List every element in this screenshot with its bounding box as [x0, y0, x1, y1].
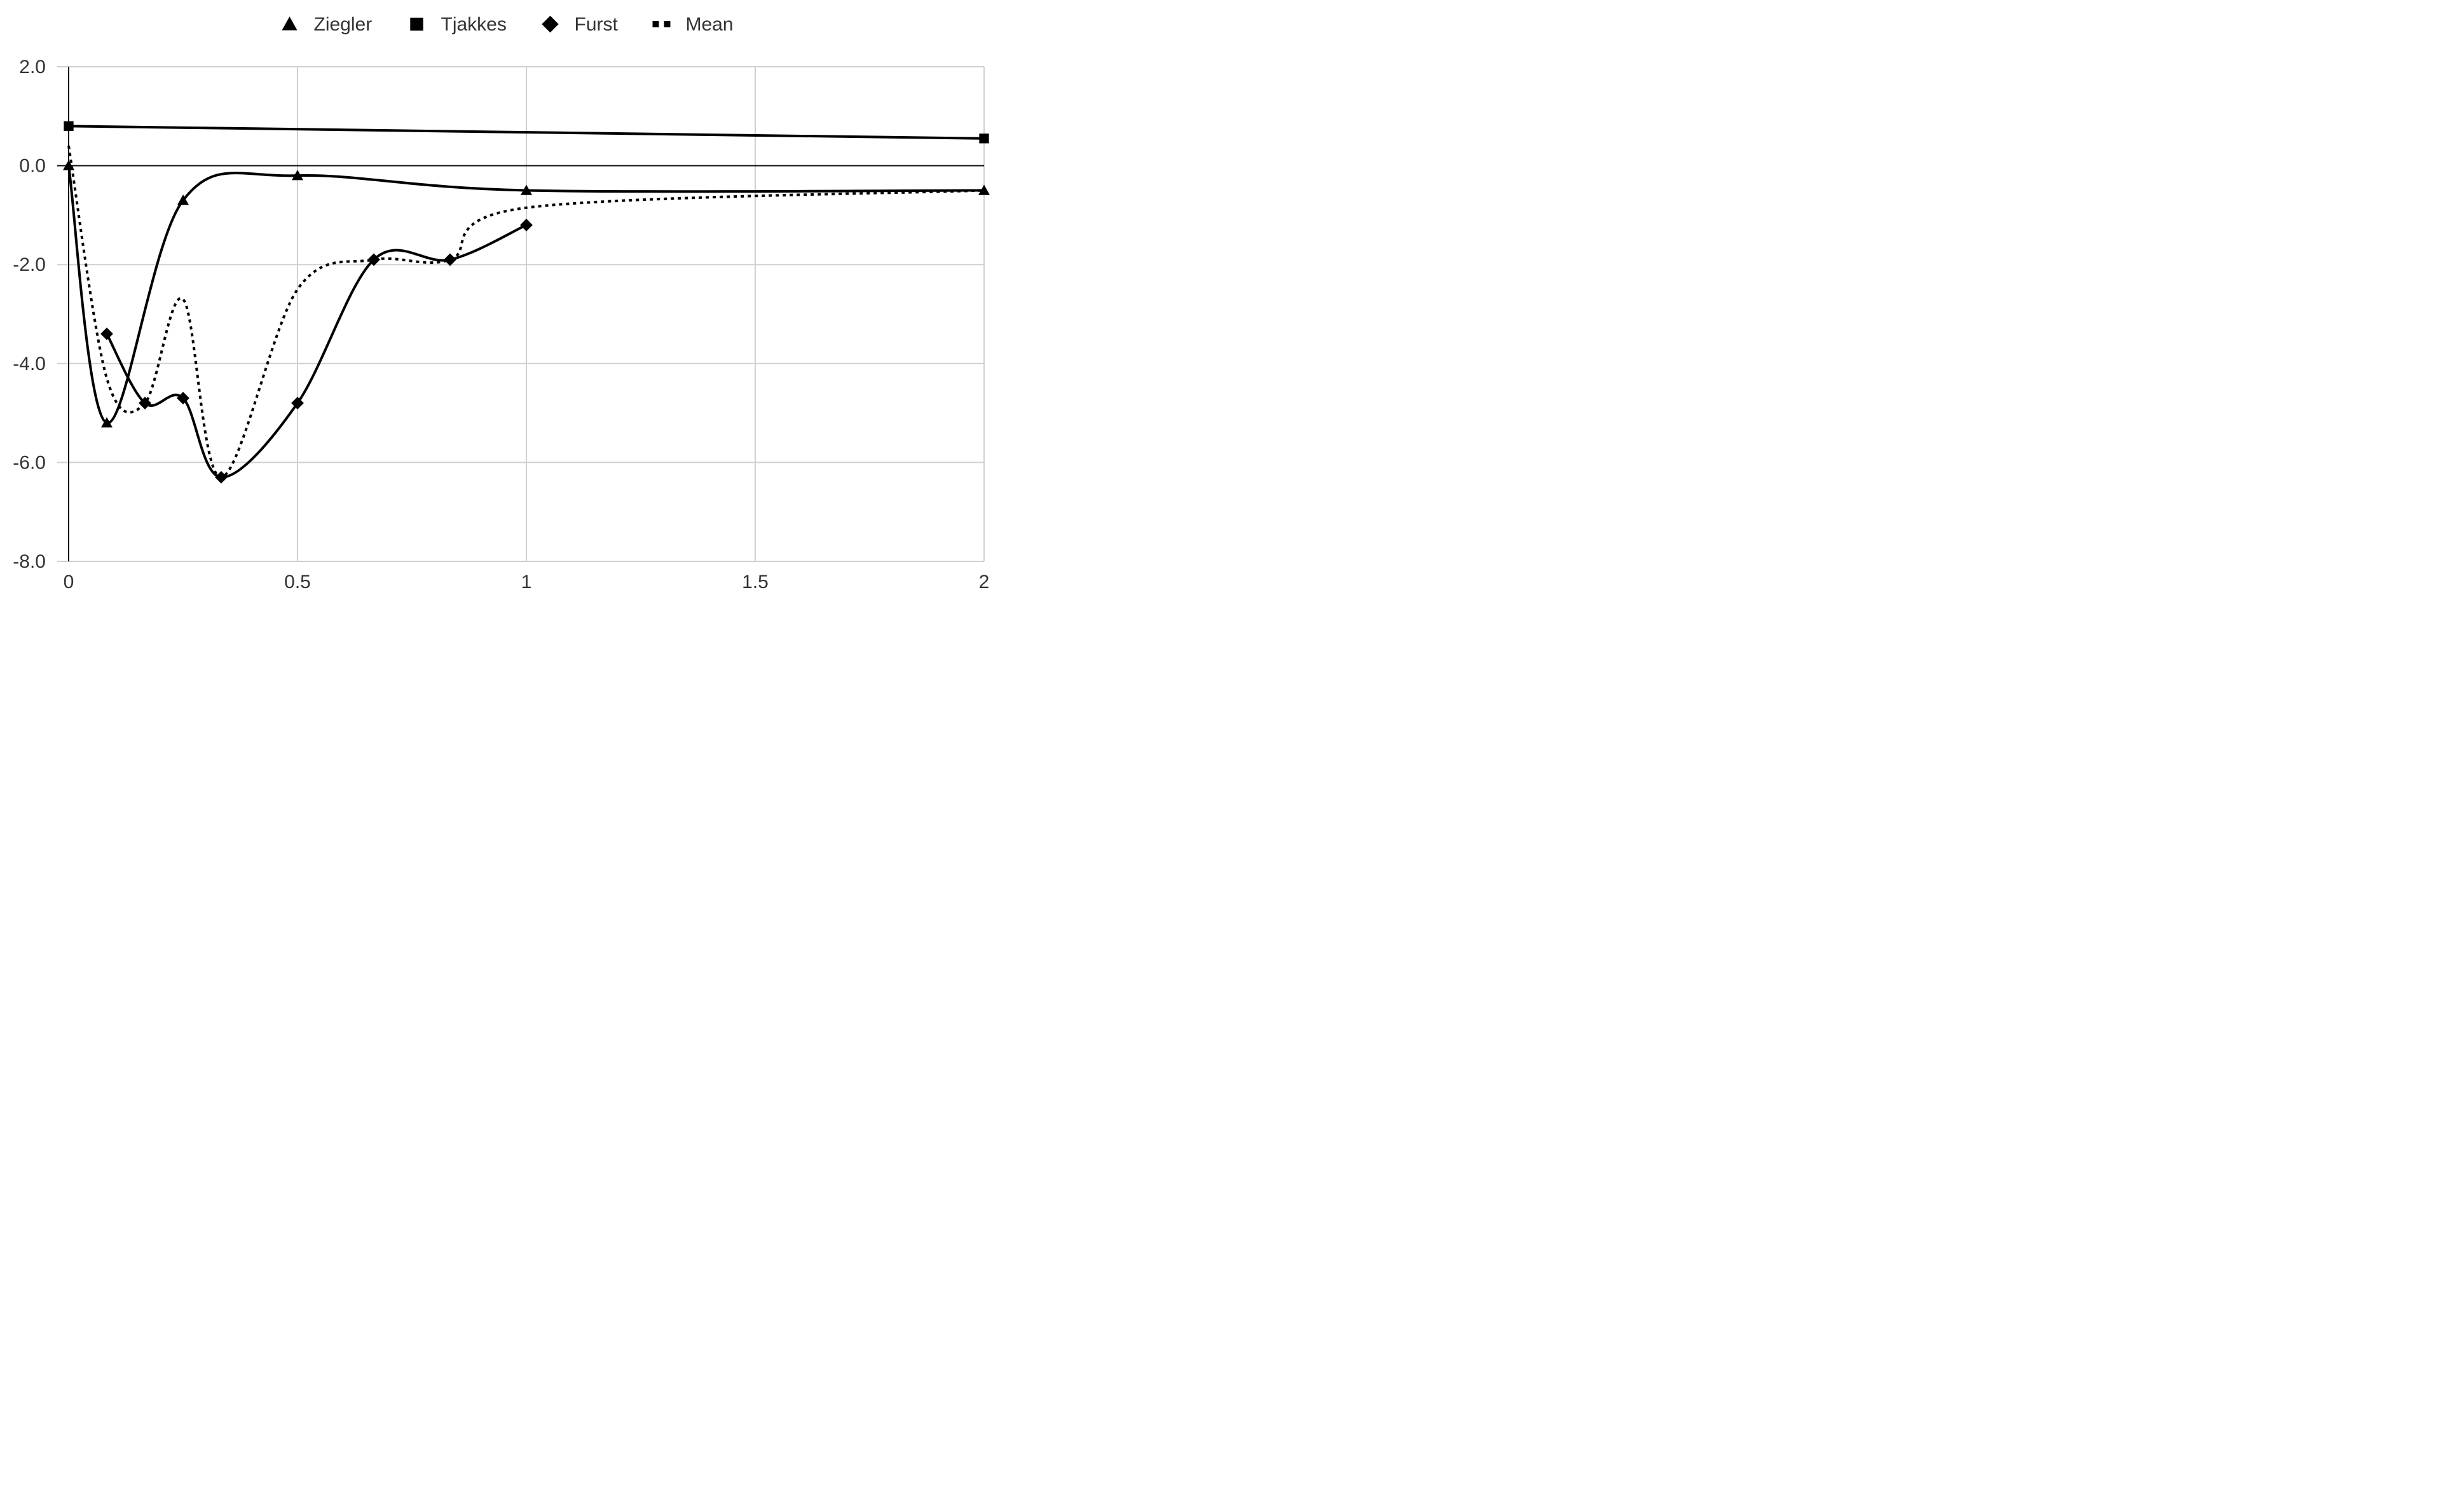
- legend-ziegler-marker-icon: [282, 17, 298, 31]
- legend-tjakkes-label: Tjakkes: [441, 14, 507, 35]
- y-tick-label: -6.0: [13, 452, 46, 473]
- legend-ziegler-label: Ziegler: [314, 14, 373, 35]
- x-tick-label: 0.5: [284, 572, 311, 593]
- ziegler-point: [100, 417, 113, 428]
- series-lines: [67, 125, 985, 479]
- series-markers: [63, 121, 990, 484]
- legend-tjakkes-marker-icon: [410, 17, 423, 31]
- x-tick-label: 1.5: [742, 572, 769, 593]
- y-tick-label: 2.0: [19, 57, 46, 78]
- furst-point: [520, 219, 533, 231]
- y-tick-label: -2.0: [13, 254, 46, 275]
- x-tick-label: 1: [521, 572, 532, 593]
- tjakkes-point: [979, 134, 989, 144]
- furst-series-line: [106, 224, 527, 479]
- legend-item-ziegler: Ziegler: [282, 14, 373, 35]
- legend-mean-dot-icon: [664, 21, 671, 27]
- legend-furst-marker-icon: [542, 15, 559, 33]
- furst-point: [215, 470, 228, 484]
- ziegler-point: [177, 195, 189, 205]
- legend-furst-label: Furst: [575, 14, 619, 35]
- mean-series-line: [67, 146, 985, 479]
- x-tick-label: 0: [64, 572, 74, 593]
- chart: 2.0 0.0 -2.0 -4.0 -6.0 -8.0 0 0.5 1 1.5 2 Ziegler T…: [0, 0, 997, 599]
- furst-point: [177, 392, 189, 405]
- tick-labels: 2.0 0.0 -2.0 -4.0 -6.0 -8.0 0 0.5 1 1.5 2: [13, 57, 989, 593]
- tjakkes-point: [64, 121, 74, 132]
- x-tick-label: 2: [979, 572, 990, 593]
- legend-item-mean: Mean: [652, 14, 734, 35]
- legend-mean-dot-icon: [652, 21, 659, 27]
- gridlines: [57, 66, 985, 562]
- furst-point: [291, 397, 304, 409]
- ziegler-point: [521, 184, 532, 195]
- ziegler-point: [63, 160, 74, 170]
- ziegler-point: [978, 184, 990, 195]
- furst-point: [367, 253, 380, 266]
- legend: Ziegler Tjakkes Furst Mean: [282, 14, 734, 35]
- tjakkes-series-line: [68, 125, 985, 140]
- ziegler-series-line: [67, 165, 985, 425]
- furst-point: [139, 397, 151, 409]
- furst-point: [444, 253, 456, 266]
- legend-item-furst: Furst: [542, 14, 619, 35]
- line-chart-svg: 2.0 0.0 -2.0 -4.0 -6.0 -8.0 0 0.5 1 1.5 2 Ziegler T…: [13, 14, 990, 593]
- y-tick-label: -4.0: [13, 353, 46, 374]
- y-tick-label: 0.0: [19, 156, 46, 177]
- axes: [57, 67, 984, 561]
- furst-point: [100, 327, 113, 341]
- legend-item-tjakkes: Tjakkes: [410, 14, 507, 35]
- legend-mean-label: Mean: [686, 14, 734, 35]
- ziegler-point: [292, 170, 303, 181]
- y-tick-label: -8.0: [13, 551, 46, 572]
